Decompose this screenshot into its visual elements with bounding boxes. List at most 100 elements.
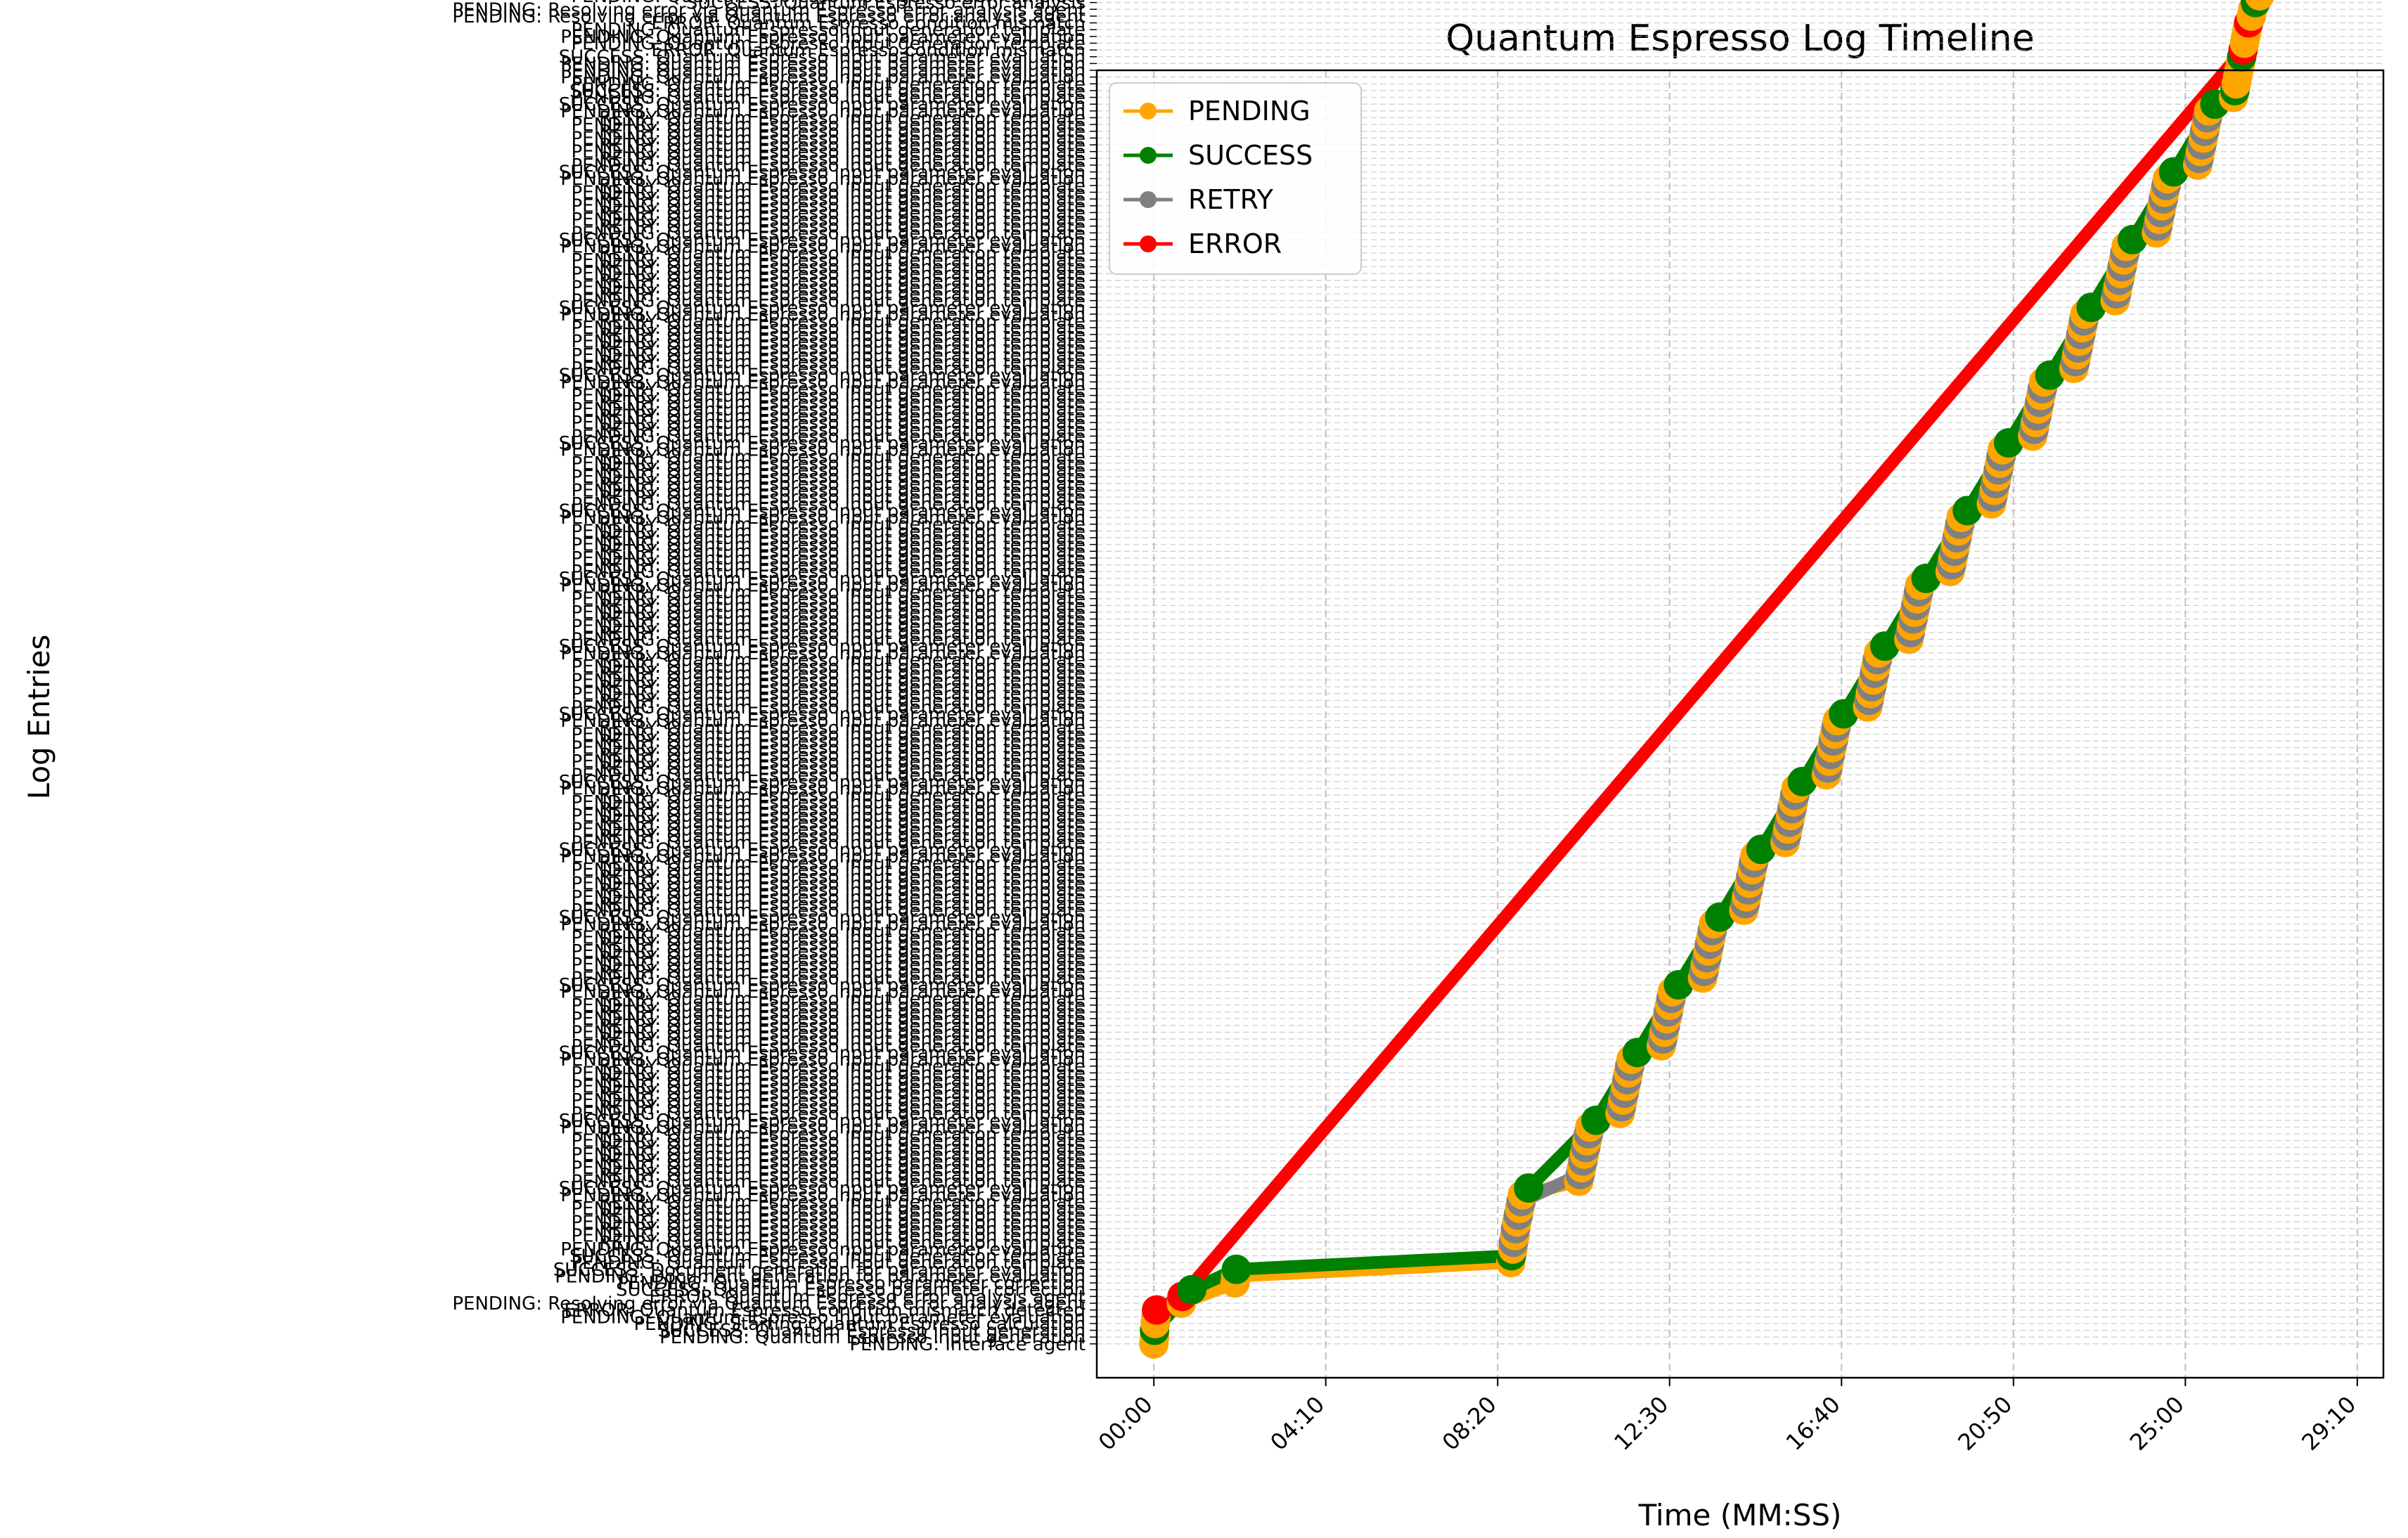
x-tick-label: 00:00	[1093, 1391, 1158, 1456]
data-point-success	[1869, 631, 1900, 661]
y-tick-label: PENDING: Quantum Espresso input generati…	[571, 1144, 1086, 1165]
y-axis-ticks: PENDING: Interface agent PENDING: Quantum…	[452, 0, 1097, 1355]
y-tick-label: PENDING: Quantum Espresso input generati…	[571, 602, 1086, 623]
y-tick-label: PENDING: Quantum Espresso input generati…	[571, 386, 1086, 407]
data-point-success	[1746, 834, 1776, 865]
y-tick-label: PENDING: Quantum Espresso input generati…	[571, 941, 1086, 962]
y-tick-label: PENDING: Quantum Espresso input generati…	[571, 724, 1086, 745]
data-point-success	[2117, 224, 2147, 254]
y-tick-label: PENDING: Quantum Espresso input paramete…	[560, 1307, 1086, 1328]
y-tick-label: PENDING: Quantum Espresso input generati…	[571, 413, 1086, 434]
y-tick-label: PENDING: Quantum Espresso input generati…	[571, 33, 1086, 54]
y-tick-label: RETRY: Quantum Espresso input generation…	[599, 1151, 1086, 1172]
y-tick-label: SUCCESS: Quantum Espresso input generati…	[569, 1246, 1086, 1267]
y-tick-label: PENDING: Quantum Espresso input paramete…	[560, 643, 1086, 664]
legend-marker-pending	[1140, 103, 1157, 119]
y-tick-label: PENDING: Quantum Espresso input generati…	[571, 1063, 1086, 1084]
y-tick-label: PENDING: Quantum Espresso input paramete…	[560, 372, 1086, 393]
y-tick-label: PENDING: Quantum Espresso input generati…	[571, 792, 1086, 813]
y-tick-label: PENDING: Starting Quantum Espresso calcu…	[633, 1314, 1086, 1335]
plot-background	[1097, 70, 2383, 1378]
y-tick-label: PENDING: Quantum Espresso input generati…	[571, 142, 1086, 163]
y-tick-label: RETRY: Quantum Espresso input generation…	[599, 243, 1086, 264]
y-tick-label: PENDING: Quantum Espresso input generati…	[571, 833, 1086, 854]
y-tick-label: PENDING: Quantum Espresso input generati…	[571, 548, 1086, 569]
y-tick-label: SUCCESS: Quantum Espresso input paramete…	[559, 975, 1086, 996]
y-tick-label: RETRY: Quantum Espresso input generation…	[599, 921, 1086, 942]
y-tick-label: RETRY: Quantum Espresso input generation…	[599, 1165, 1086, 1186]
y-tick-label: PENDING: Quantum Espresso input generati…	[571, 358, 1086, 380]
y-tick-label: PENDING: Quantum Espresso input generati…	[571, 20, 1086, 41]
y-tick-label: RETRY: Quantum Espresso input generation…	[599, 988, 1086, 1009]
y-tick-label: SUCCESS: Quantum Espresso input paramete…	[559, 1042, 1086, 1064]
y-tick-label: SUCCESS: Quantum Espresso input paramete…	[559, 704, 1086, 725]
y-tick-label: PENDING: Quantum Espresso input generati…	[571, 1253, 1086, 1274]
y-tick-label: PENDING: Quantum Espresso input generati…	[571, 887, 1086, 908]
y-tick-label: RETRY: Quantum Espresso input generation…	[599, 853, 1086, 874]
y-tick-label: PENDING: Quantum Espresso input generati…	[571, 331, 1086, 352]
y-tick-label: PENDING: Quantum Espresso input generati…	[571, 291, 1086, 312]
y-tick-label: RETRY: Quantum Espresso input generation…	[599, 135, 1086, 156]
x-tick-label: 08:20	[1437, 1391, 1502, 1456]
y-tick-label: SUCCESS: Quantum Espresso input paramete…	[559, 433, 1086, 454]
y-tick-label: PENDING: Quantum Espresso input generati…	[571, 765, 1086, 786]
y-tick-label: PENDING: Quantum Espresso input generati…	[571, 670, 1086, 691]
y-tick-label: RETRY: Quantum Espresso input generation…	[599, 1232, 1086, 1253]
y-tick-label: RETRY: Quantum Espresso input generation…	[599, 392, 1086, 413]
data-point-success	[1176, 1274, 1206, 1305]
legend-marker-retry	[1140, 191, 1157, 208]
y-tick-label: PENDING: Quantum Espresso input paramete…	[560, 1185, 1086, 1206]
y-tick-label: PENDING: Quantum Espresso input generati…	[571, 481, 1086, 502]
y-tick-label: RETRY: Quantum Espresso input generation…	[599, 609, 1086, 631]
y-tick-label: PENDING: Quantum Espresso input generati…	[571, 955, 1086, 976]
y-tick-label: RETRY: Quantum Espresso input generation…	[599, 1137, 1086, 1158]
y-tick-label: RETRY: Quantum Espresso input generation…	[599, 311, 1086, 332]
y-tick-label: SUCCESS: Quantum Espresso input generati…	[658, 1321, 1086, 1342]
y-tick-label: PENDING: Quantum Espresso input generati…	[571, 0, 1086, 7]
y-tick-label: RETRY: Quantum Espresso input generation…	[599, 623, 1086, 644]
data-point-pending	[2245, 0, 2274, 11]
x-tick-label: 29:10	[2296, 1391, 2361, 1456]
x-axis-ticks: 00:00 04:10 08:20 12:30 16:40 20:50 25:00 29:10	[1093, 1378, 2361, 1456]
y-tick-label: PENDING: Quantum Espresso input generati…	[571, 155, 1086, 176]
y-tick-label: PENDING: Quantum Espresso input generati…	[571, 196, 1086, 217]
y-tick-label: RETRY: Quantum Espresso input generation…	[599, 867, 1086, 888]
x-tick-label: 04:10	[1265, 1391, 1329, 1456]
y-tick-label: PENDING: Quantum Espresso input generati…	[571, 900, 1086, 922]
y-tick-label: SUCCESS: Quantum Espresso input paramete…	[559, 569, 1086, 590]
y-tick-label: RETRY: Quantum Espresso input generation…	[599, 595, 1086, 616]
y-tick-label: SUCCESS: Quantum Espresso input paramete…	[559, 366, 1086, 387]
y-tick-label: PENDING: Quantum Espresso input paramete…	[560, 60, 1086, 82]
y-tick-label: PENDING: Resolving error via Quantum Esp…	[452, 6, 1086, 27]
y-tick-label: PENDING: Quantum Espresso input generati…	[571, 209, 1086, 231]
data-point-success	[1952, 496, 1983, 526]
y-tick-label: PENDING: Quantum Espresso input generati…	[571, 1212, 1086, 1233]
y-tick-label: PENDING: Quantum Espresso input generati…	[571, 968, 1086, 989]
y-tick-label: PENDING: Quantum Espresso input generati…	[571, 1226, 1086, 1247]
data-point-pending	[2251, 0, 2271, 4]
y-tick-label: PENDING: Quantum Espresso input generati…	[571, 684, 1086, 705]
y-tick-label: RETRY: Quantum Espresso input generation…	[599, 1219, 1086, 1240]
y-tick-label: SUCCESS: Quantum Espresso input paramete…	[559, 1178, 1086, 1199]
y-tick-label: PENDING: Quantum Espresso input generati…	[571, 88, 1086, 109]
y-tick-label: SUCCESS: Quantum Espresso input paramete…	[559, 47, 1086, 68]
y-tick-label: PENDING: Quantum Espresso input generati…	[571, 223, 1086, 244]
y-tick-label: ERROR: Quantum Espresso condition mismat…	[651, 40, 1086, 61]
y-tick-label: PENDING: Quantum Espresso input paramete…	[560, 779, 1086, 800]
y-tick-label: PENDING: Quantum Espresso input generati…	[571, 1090, 1086, 1111]
y-tick-label: RETRY: Quantum Espresso input generation…	[599, 677, 1086, 698]
y-tick-label: PENDING: Quantum Espresso input generati…	[571, 426, 1086, 447]
y-tick-label: PENDING: Quantum Espresso input generati…	[571, 697, 1086, 718]
y-tick-label: PENDING: Quantum Espresso input generati…	[571, 562, 1086, 583]
y-tick-label: RETRY: Quantum Espresso input generation…	[599, 446, 1086, 467]
y-tick-label: PENDING: Quantum Espresso input paramete…	[560, 53, 1086, 75]
y-tick-label: PENDING: Quantum Espresso input generati…	[571, 264, 1086, 285]
y-tick-label: RETRY: Quantum Espresso input generation…	[599, 1206, 1086, 1227]
legend-label-success: SUCCESS	[1188, 140, 1313, 171]
data-point-success	[1787, 766, 1817, 796]
y-tick-label: RETRY: Quantum Espresso input generation…	[599, 202, 1086, 224]
data-point-success	[1911, 563, 1941, 593]
y-tick-label: PENDING: Quantum Espresso input paramete…	[560, 440, 1086, 461]
y-tick-label: PENDING: Quantum Espresso input generati…	[571, 928, 1086, 949]
data-point-success	[1829, 699, 1859, 729]
